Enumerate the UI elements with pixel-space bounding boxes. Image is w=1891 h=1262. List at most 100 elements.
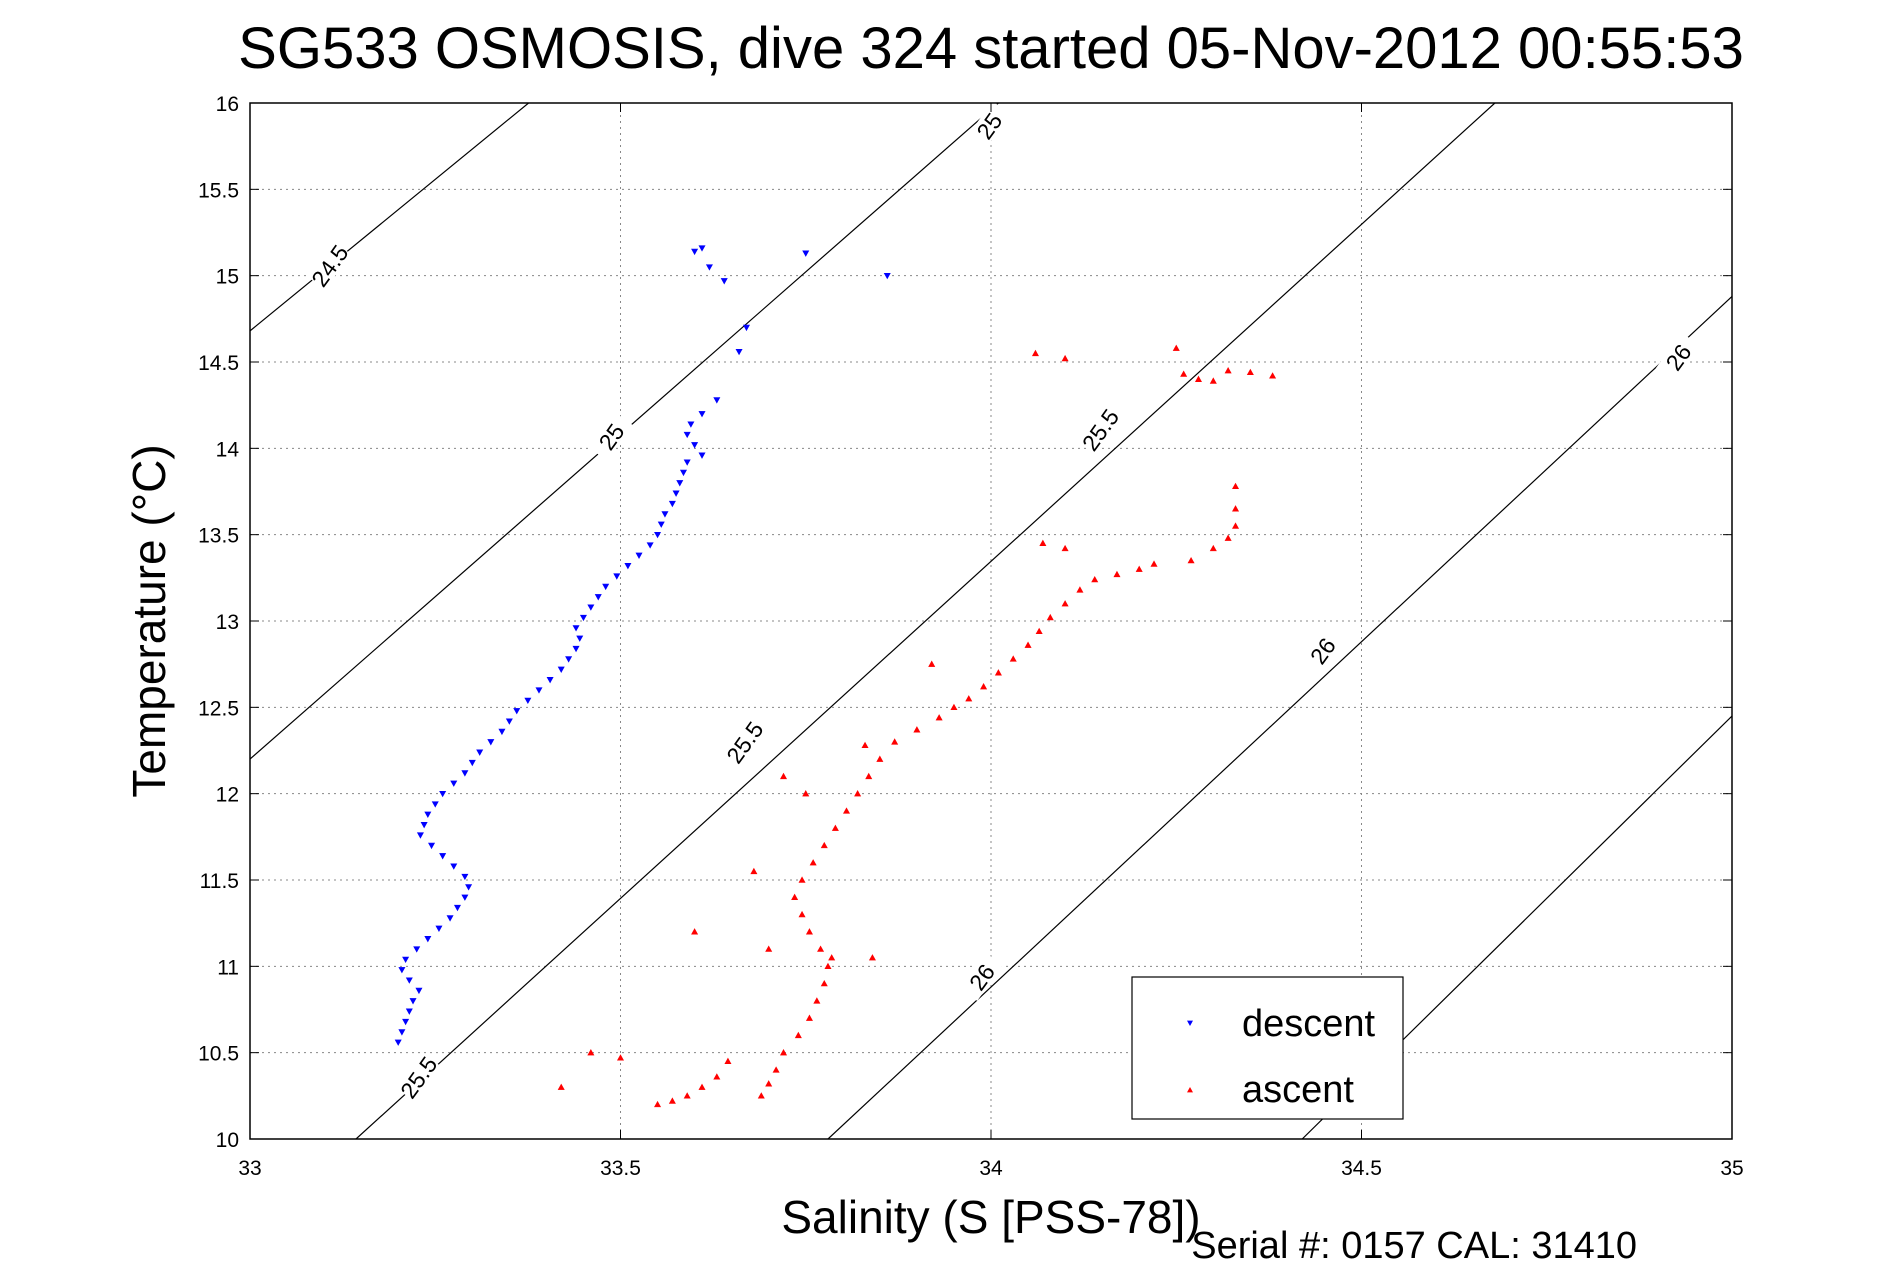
descent-point <box>439 790 447 798</box>
descent-point <box>461 873 469 881</box>
ascent-point <box>865 772 873 780</box>
descent-point <box>557 666 565 673</box>
ascent-point <box>1232 522 1240 529</box>
descent-point <box>657 521 665 528</box>
descent-point <box>431 801 439 808</box>
descent-point <box>435 925 443 932</box>
data-points <box>394 245 1277 1108</box>
descent-point <box>572 625 580 632</box>
x-tick-label: 33.5 <box>600 1157 641 1180</box>
ascent-point <box>876 755 884 762</box>
ascent-point <box>1269 372 1277 379</box>
descent-point <box>720 278 728 285</box>
descent-point <box>661 511 669 518</box>
descent-point <box>468 759 476 767</box>
descent-point <box>646 542 654 549</box>
ascent-point <box>1061 600 1069 607</box>
descent-point <box>602 583 610 591</box>
ascent-point <box>772 1066 780 1073</box>
contour-label-bg <box>959 952 1003 1001</box>
ascent-point <box>1232 482 1240 490</box>
ascent-point <box>798 910 806 918</box>
ascent-point <box>724 1057 732 1064</box>
descent-point <box>883 272 891 280</box>
ascent-point <box>750 867 758 875</box>
ascent-point <box>1061 544 1069 552</box>
descent-point <box>742 324 750 332</box>
ascent-point <box>698 1083 706 1090</box>
descent-point <box>450 863 458 870</box>
descent-point <box>424 811 432 819</box>
descent-point <box>668 500 676 508</box>
y-axis-label: Temperature (°C) <box>123 444 175 797</box>
descent-point <box>402 956 410 964</box>
ascent-point <box>1224 534 1232 541</box>
ascent-point <box>654 1100 662 1108</box>
descent-point <box>450 780 458 787</box>
descent-point <box>461 770 469 777</box>
descent-point <box>424 936 432 943</box>
ascent-point <box>805 1014 813 1021</box>
ascent-point <box>1009 655 1017 662</box>
ascent-point <box>1061 354 1069 362</box>
descent-point <box>394 1039 402 1046</box>
ascent-point <box>868 954 876 961</box>
descent-point <box>576 635 584 642</box>
legend-marker-ascent <box>1187 1087 1193 1093</box>
descent-point <box>439 853 447 860</box>
contour-label-bg <box>1077 405 1122 454</box>
ascent-point <box>913 726 921 733</box>
y-tick-label: 15 <box>216 266 239 289</box>
x-axis-label: Salinity (S [PSS-78]) <box>781 1191 1200 1243</box>
descent-point <box>654 531 662 539</box>
ascent-point <box>1076 586 1084 593</box>
descent-point <box>402 1018 410 1026</box>
ascent-point <box>935 714 943 721</box>
ascent-point <box>794 1031 802 1039</box>
descent-point <box>498 728 506 736</box>
descent-point <box>613 573 621 580</box>
ascent-point <box>1209 544 1217 552</box>
descent-point <box>698 245 706 252</box>
descent-point <box>546 677 554 684</box>
descent-point <box>513 708 521 715</box>
y-tick-label: 12 <box>216 784 239 807</box>
ascent-point <box>1224 367 1232 374</box>
ascent-point <box>691 928 699 935</box>
descent-point <box>409 998 417 1005</box>
ascent-point <box>780 772 788 780</box>
ascent-point <box>683 1092 691 1099</box>
axis-ticks: 33 33.5 34 34.5 35 10 10.5 11 11.5 12 12.5 13 13.5 14… <box>198 93 1744 1180</box>
ascent-point <box>798 876 806 883</box>
contour-label-bg <box>396 1052 440 1102</box>
ascent-point <box>828 954 836 961</box>
descent-point <box>461 894 469 901</box>
descent-point <box>420 822 428 829</box>
descent-point <box>735 348 743 356</box>
descent-point <box>446 915 454 922</box>
ascent-point <box>765 945 773 952</box>
ascent-point <box>1194 375 1202 382</box>
ascent-point <box>765 1080 773 1087</box>
descent-point <box>505 718 513 725</box>
contour-label-bg <box>1300 626 1344 675</box>
ascent-point <box>820 979 828 987</box>
descent-point <box>624 563 632 570</box>
descent-point <box>635 552 643 560</box>
legend-markers <box>1187 1020 1193 1093</box>
descent-point <box>683 459 691 466</box>
ascent-point <box>1246 368 1254 376</box>
descent-point <box>487 739 495 746</box>
ascent-point <box>891 738 899 745</box>
ascent-point <box>1150 560 1158 567</box>
ascent-point <box>1209 377 1217 384</box>
x-tick-label: 34 <box>979 1157 1003 1180</box>
ascent-point <box>668 1097 676 1104</box>
ascent-point <box>824 962 832 970</box>
ascent-point <box>1031 349 1039 357</box>
descent-point <box>802 250 810 257</box>
ascent-point <box>1187 556 1195 564</box>
ascent-point <box>831 824 839 831</box>
descent-point <box>713 397 721 404</box>
descent-point <box>698 452 706 459</box>
